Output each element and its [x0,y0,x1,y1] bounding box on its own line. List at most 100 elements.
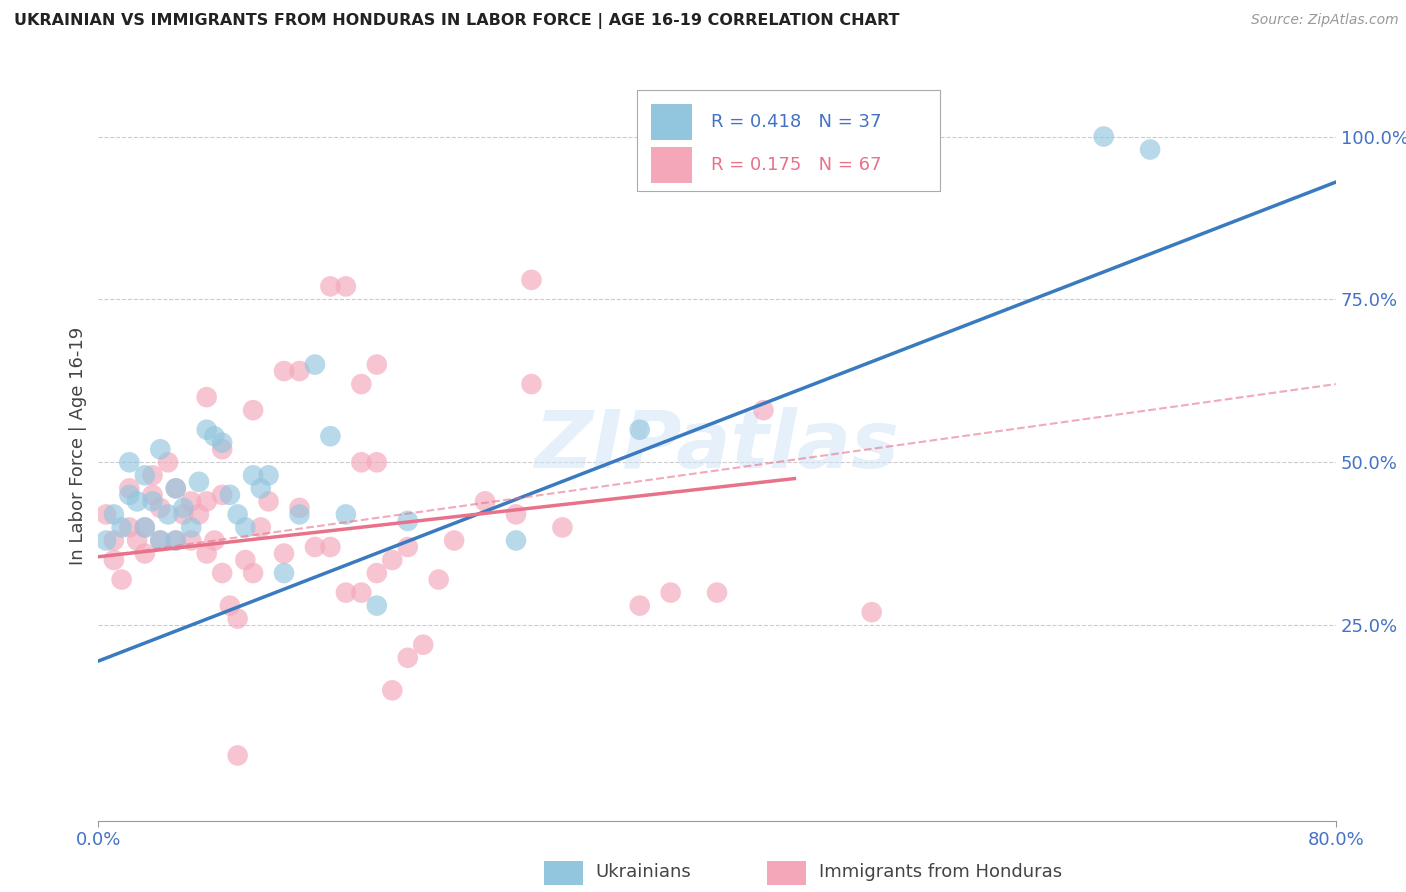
Point [250,520,273,534]
Point [226,508,249,522]
Point [242,468,264,483]
Point [157,508,180,522]
Point [752,403,775,417]
Point [226,612,249,626]
Point [235,553,257,567]
Text: R = 0.418   N = 37: R = 0.418 N = 37 [711,112,882,130]
Bar [766,861,806,885]
Point [165,533,187,548]
Point [142,468,165,483]
Point [195,423,218,437]
Point [304,540,326,554]
Point [195,494,218,508]
Text: R = 0.175   N = 67: R = 0.175 N = 67 [711,156,882,174]
Point [381,683,404,698]
Point [103,508,125,522]
Point [396,514,419,528]
Point [103,533,125,548]
Point [273,364,295,378]
Point [505,533,527,548]
Point [211,566,233,580]
Point [149,442,172,457]
Point [396,650,419,665]
Point [273,547,295,561]
Point [706,585,728,599]
Point [242,403,264,417]
Text: ZIPatlas: ZIPatlas [534,407,900,485]
Point [304,358,326,372]
Point [551,520,574,534]
Point [396,540,419,554]
Point [134,468,156,483]
Point [474,494,496,508]
Point [273,566,295,580]
Point [520,377,543,392]
Point [142,494,165,508]
Point [1092,129,1115,144]
Point [366,566,388,580]
Point [288,500,311,515]
Point [860,605,883,619]
Point [96,508,118,522]
Point [219,488,242,502]
Point [204,533,226,548]
Point [188,475,211,489]
Point [288,364,311,378]
Point [204,429,226,443]
Point [157,455,180,469]
Point [335,508,357,522]
Point [180,494,202,508]
Point [142,488,165,502]
Point [180,533,202,548]
Point [149,500,172,515]
Point [103,553,125,567]
Point [1139,143,1161,157]
Point [520,273,543,287]
Bar [544,861,583,885]
Point [111,520,134,534]
Point [211,435,233,450]
Point [335,585,357,599]
Point [350,377,373,392]
Point [118,455,141,469]
Point [659,585,682,599]
Y-axis label: In Labor Force | Age 16-19: In Labor Force | Age 16-19 [69,326,87,566]
Point [242,566,264,580]
Point [165,533,187,548]
Point [288,508,311,522]
Point [335,279,357,293]
Point [180,520,202,534]
Point [319,279,342,293]
Point [111,573,134,587]
Bar [651,147,692,183]
Point [188,508,211,522]
Point [173,500,195,515]
Point [165,481,187,495]
Point [505,508,527,522]
Point [319,540,342,554]
Point [96,533,118,548]
Point [250,481,273,495]
Point [427,573,450,587]
Point [257,494,280,508]
Point [149,533,172,548]
Point [127,533,149,548]
Point [118,520,141,534]
Point [235,520,257,534]
Point [173,508,195,522]
Point [350,455,373,469]
Bar [651,103,692,139]
Point [165,481,187,495]
Point [628,423,651,437]
Point [366,599,388,613]
Point [211,442,233,457]
Point [366,358,388,372]
Point [127,494,149,508]
Point [366,455,388,469]
FancyBboxPatch shape [637,90,939,191]
Point [628,599,651,613]
Point [319,429,342,443]
Point [134,520,156,534]
Point [257,468,280,483]
Text: Source: ZipAtlas.com: Source: ZipAtlas.com [1251,13,1399,28]
